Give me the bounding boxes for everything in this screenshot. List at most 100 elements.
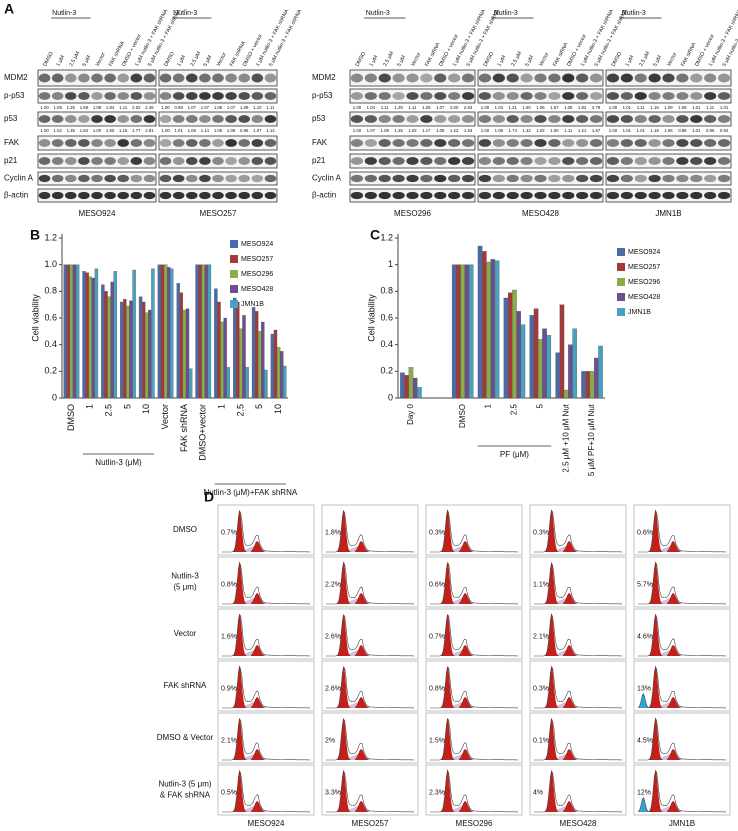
bar <box>464 264 470 399</box>
blot-band <box>620 191 633 200</box>
quant-value: 1.01 <box>174 128 183 133</box>
quant-value: 1.00 <box>481 128 490 133</box>
x-tick-label: 1 <box>484 403 493 408</box>
g2-area <box>563 697 577 708</box>
g1-area <box>232 718 249 760</box>
g2-area <box>355 645 369 656</box>
lane-label: Vector <box>538 52 550 68</box>
quant-value: 0.95 <box>240 128 249 133</box>
quant-value: 2.00 <box>450 105 459 110</box>
histogram-outline <box>430 562 518 605</box>
histogram-outline <box>534 770 622 813</box>
treatment-label: Nutlin-3 <box>52 10 76 17</box>
g1-area <box>544 666 561 708</box>
quant-value: 1.32 <box>522 128 531 133</box>
bar <box>279 351 284 399</box>
blot-band <box>104 191 116 200</box>
blot-band <box>704 174 717 183</box>
blot-band <box>606 92 620 100</box>
blot-band <box>364 157 377 165</box>
histogram-frame <box>321 712 419 764</box>
lane-label: DMSO <box>163 51 176 68</box>
bar <box>529 315 535 399</box>
histogram-frame <box>633 764 731 816</box>
bar <box>107 296 111 399</box>
blot-band <box>159 73 172 83</box>
quant-value: 1.02 <box>53 128 62 133</box>
quant-value: 1.00 <box>161 105 170 110</box>
blot-row-label: p21 <box>4 156 18 165</box>
percentage-label: 1.1% <box>533 581 549 588</box>
blot-band <box>478 73 492 83</box>
bar <box>129 300 133 399</box>
bar <box>166 267 171 399</box>
histogram-outline <box>222 666 310 709</box>
blot-band <box>65 174 77 183</box>
blot-band <box>172 174 185 183</box>
blot-band <box>130 174 143 183</box>
blot-band <box>506 115 519 123</box>
bar <box>188 368 193 399</box>
cell-line-label: MESO296 <box>394 209 431 218</box>
blot-band <box>478 139 492 147</box>
quant-value: 1.67 <box>550 105 559 110</box>
lane-label: 2.5 μM <box>189 51 202 68</box>
x-tick-label: 2.5 <box>510 403 519 415</box>
blot-band <box>676 157 689 165</box>
blot-frame <box>605 111 732 127</box>
blot-band <box>420 115 433 123</box>
blot-band <box>448 92 461 100</box>
legend-label: MESO257 <box>628 264 660 271</box>
blot-band <box>225 191 237 200</box>
bar <box>185 308 190 399</box>
blot-frame <box>158 171 278 186</box>
bar <box>138 296 143 399</box>
legend-swatch <box>617 278 625 286</box>
blot-band <box>448 191 461 200</box>
percentage-label: 1.5% <box>429 737 445 744</box>
blot-band <box>251 73 264 83</box>
blot-band <box>143 191 156 200</box>
blot-band <box>38 191 51 200</box>
blot-band <box>589 139 603 147</box>
y-tick-label: 0.4 <box>380 339 393 349</box>
blot-band <box>676 73 689 83</box>
blot-band <box>704 73 717 83</box>
lane-label: Vector <box>666 52 678 68</box>
percentage-label: 1.6% <box>221 633 237 640</box>
g2-area <box>667 749 681 760</box>
quant-value: 1.11 <box>564 128 573 133</box>
percentage-label: 4.6% <box>637 633 653 640</box>
blot-band <box>117 157 129 165</box>
blot-band <box>91 73 103 83</box>
bar <box>546 335 552 399</box>
legend-swatch <box>617 308 625 316</box>
blot-band <box>186 191 198 200</box>
bar <box>594 357 599 399</box>
blot-band <box>104 139 116 147</box>
blot-band <box>662 174 675 183</box>
blot-band <box>172 73 185 83</box>
bar <box>276 347 281 399</box>
bar <box>110 281 114 399</box>
blot-band <box>186 174 198 183</box>
blot-band <box>225 92 237 100</box>
histogram-outline <box>638 717 726 761</box>
blot-band <box>620 115 633 123</box>
blot-band <box>225 115 237 123</box>
column-label: MESO924 <box>248 819 285 828</box>
blot-band <box>172 191 185 200</box>
percentage-label: 3.3% <box>325 789 341 796</box>
percentage-label: 2.6% <box>325 685 341 692</box>
percentage-label: 0.6% <box>637 529 653 536</box>
histogram-outline <box>222 510 310 553</box>
g2-area <box>563 749 577 760</box>
quant-value: 1.00 <box>40 105 49 110</box>
g1-area <box>648 510 665 552</box>
blot-band <box>420 191 433 200</box>
blot-band <box>378 92 391 100</box>
blot-band <box>130 73 143 83</box>
blot-band <box>238 73 250 83</box>
bar <box>223 317 227 399</box>
blot-band <box>562 191 575 200</box>
